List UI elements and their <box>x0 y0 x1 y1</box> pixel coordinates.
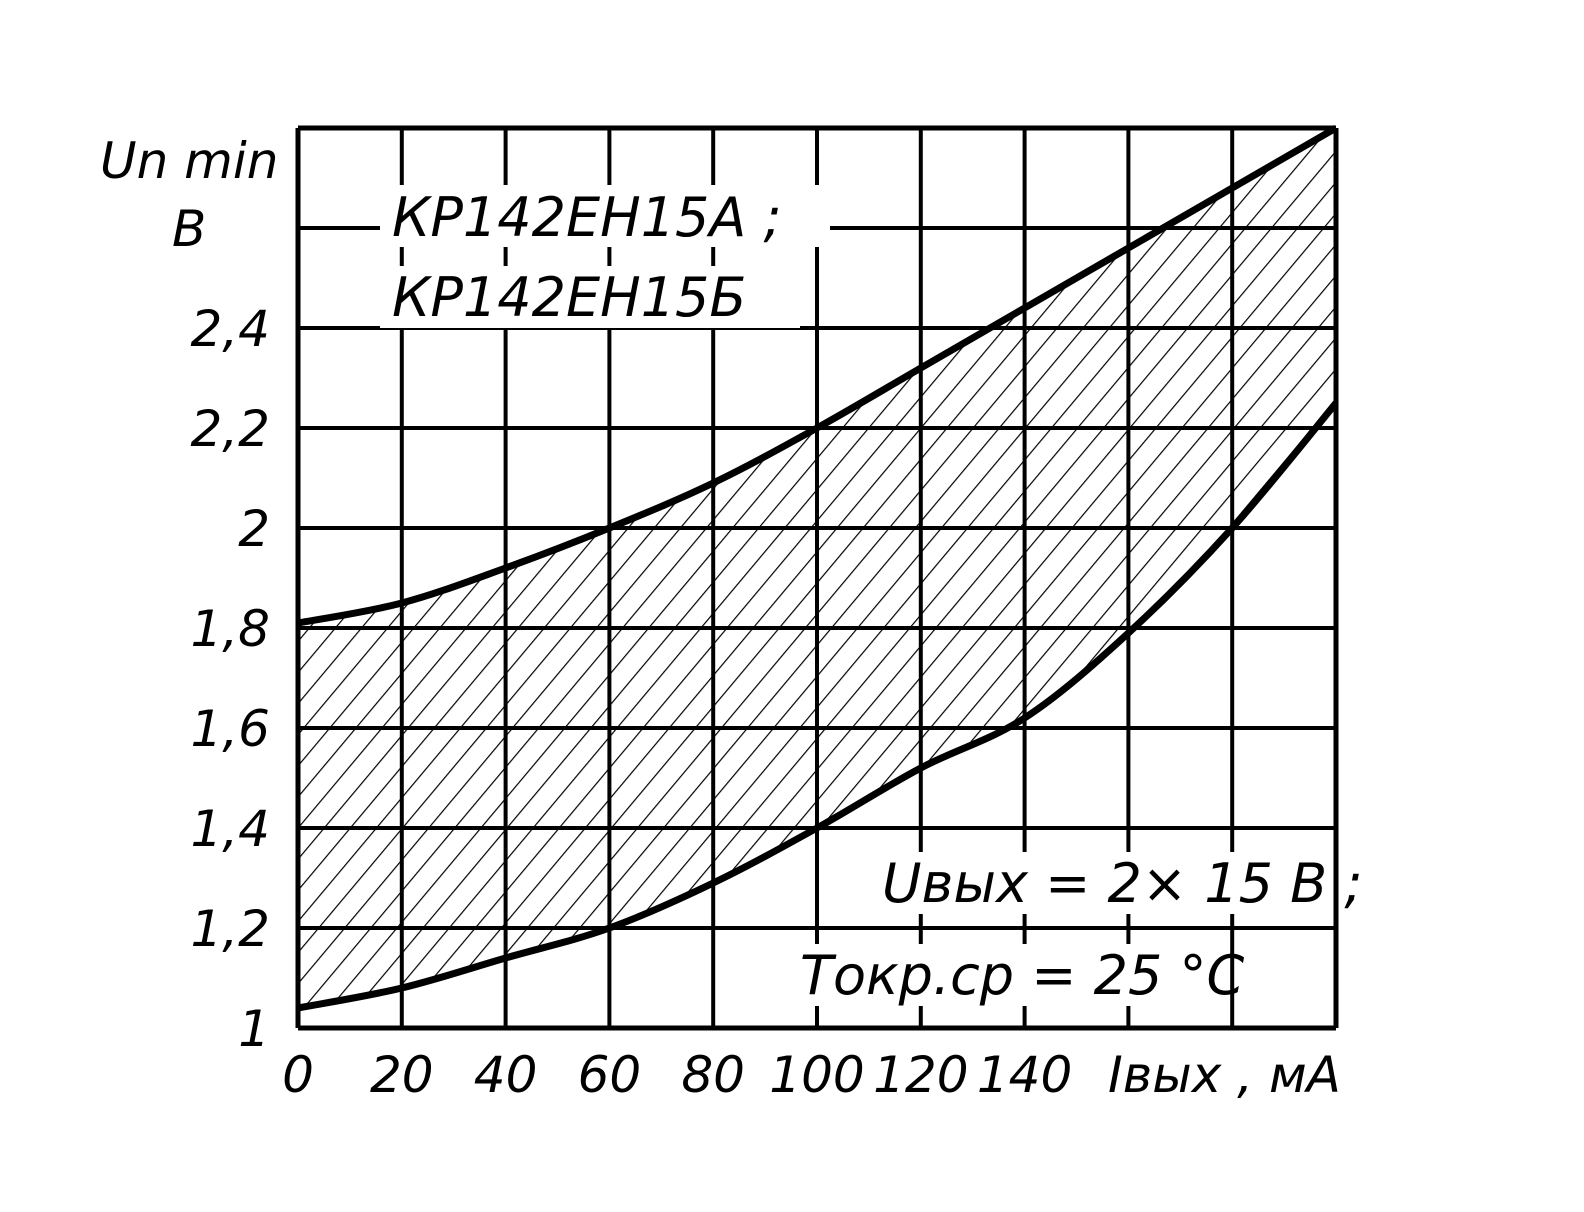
y-tick-labels: 1 1,2 1,4 1,6 1,8 2 2,2 2,4 <box>190 300 270 1058</box>
x-tick-label: 100 <box>769 1046 864 1104</box>
y-tick-label: 2,4 <box>190 300 270 358</box>
y-tick-label: 2,2 <box>190 400 270 458</box>
y-tick-label: 2 <box>238 500 270 558</box>
y-axis-label: Un min <box>100 132 278 190</box>
x-tick-label: 0 <box>282 1046 314 1104</box>
x-tick-label: 60 <box>578 1046 642 1104</box>
x-tick-label: 80 <box>681 1046 745 1104</box>
title-line-2: КР142ЕН15Б <box>392 266 746 329</box>
x-axis-label: Iвых , мА <box>1108 1046 1341 1104</box>
y-tick-label: 1 <box>238 1000 270 1058</box>
x-tick-label: 40 <box>474 1046 538 1104</box>
x-tick-label: 120 <box>873 1046 968 1104</box>
condition-line-2: Tокр.ср = 25 °С <box>800 944 1245 1007</box>
x-tick-labels: 0 20 40 60 80 100 120 140 <box>282 1046 1072 1104</box>
y-tick-label: 1,8 <box>190 600 270 658</box>
x-tick-label: 140 <box>977 1046 1072 1104</box>
y-axis-unit: В <box>172 200 206 258</box>
x-tick-label: 20 <box>370 1046 434 1104</box>
title-line-1: КР142ЕН15А ; <box>392 186 782 249</box>
y-tick-label: 1,4 <box>190 800 270 858</box>
y-tick-label: 1,2 <box>190 900 270 958</box>
condition-line-1: Uвых = 2× 15 В ; <box>882 852 1363 915</box>
y-tick-label: 1,6 <box>190 700 270 758</box>
